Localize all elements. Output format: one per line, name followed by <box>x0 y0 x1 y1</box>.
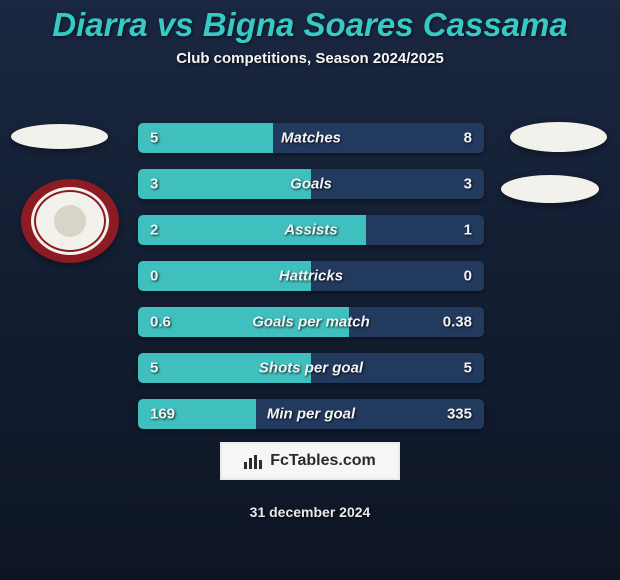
brand-badge: FcTables.com <box>220 442 400 480</box>
stat-row: 55Shots per goal <box>138 353 484 383</box>
stat-row: 0.60.38Goals per match <box>138 307 484 337</box>
stat-row: 58Matches <box>138 123 484 153</box>
page-title: Diarra vs Bigna Soares Cassama <box>0 0 620 44</box>
player-right-placeholder-2-icon <box>501 175 599 203</box>
stat-row: 33Goals <box>138 169 484 199</box>
season-subtitle: Club competitions, Season 2024/2025 <box>0 50 620 67</box>
brand-bars-icon <box>244 453 264 469</box>
stat-row: 21Assists <box>138 215 484 245</box>
stat-label: Matches <box>138 130 484 147</box>
stat-label: Shots per goal <box>138 360 484 377</box>
infographic-date: 31 december 2024 <box>0 504 620 520</box>
stat-row: 00Hattricks <box>138 261 484 291</box>
stats-rows-container: 58Matches 33Goals 21Assists 00Hattricks 0.60… <box>138 123 484 445</box>
stat-label: Min per goal <box>138 406 484 423</box>
club-crest-inner <box>31 187 109 255</box>
stat-label: Assists <box>138 222 484 239</box>
brand-label: FcTables.com <box>270 452 376 470</box>
player-left-placeholder-icon <box>11 124 108 149</box>
player-right-placeholder-1-icon <box>510 122 607 152</box>
club-crest-left <box>21 179 119 263</box>
club-crest-center-icon <box>54 205 86 237</box>
stat-label: Goals per match <box>138 314 484 331</box>
stat-row: 169335Min per goal <box>138 399 484 429</box>
stat-label: Goals <box>138 176 484 193</box>
stat-label: Hattricks <box>138 268 484 285</box>
